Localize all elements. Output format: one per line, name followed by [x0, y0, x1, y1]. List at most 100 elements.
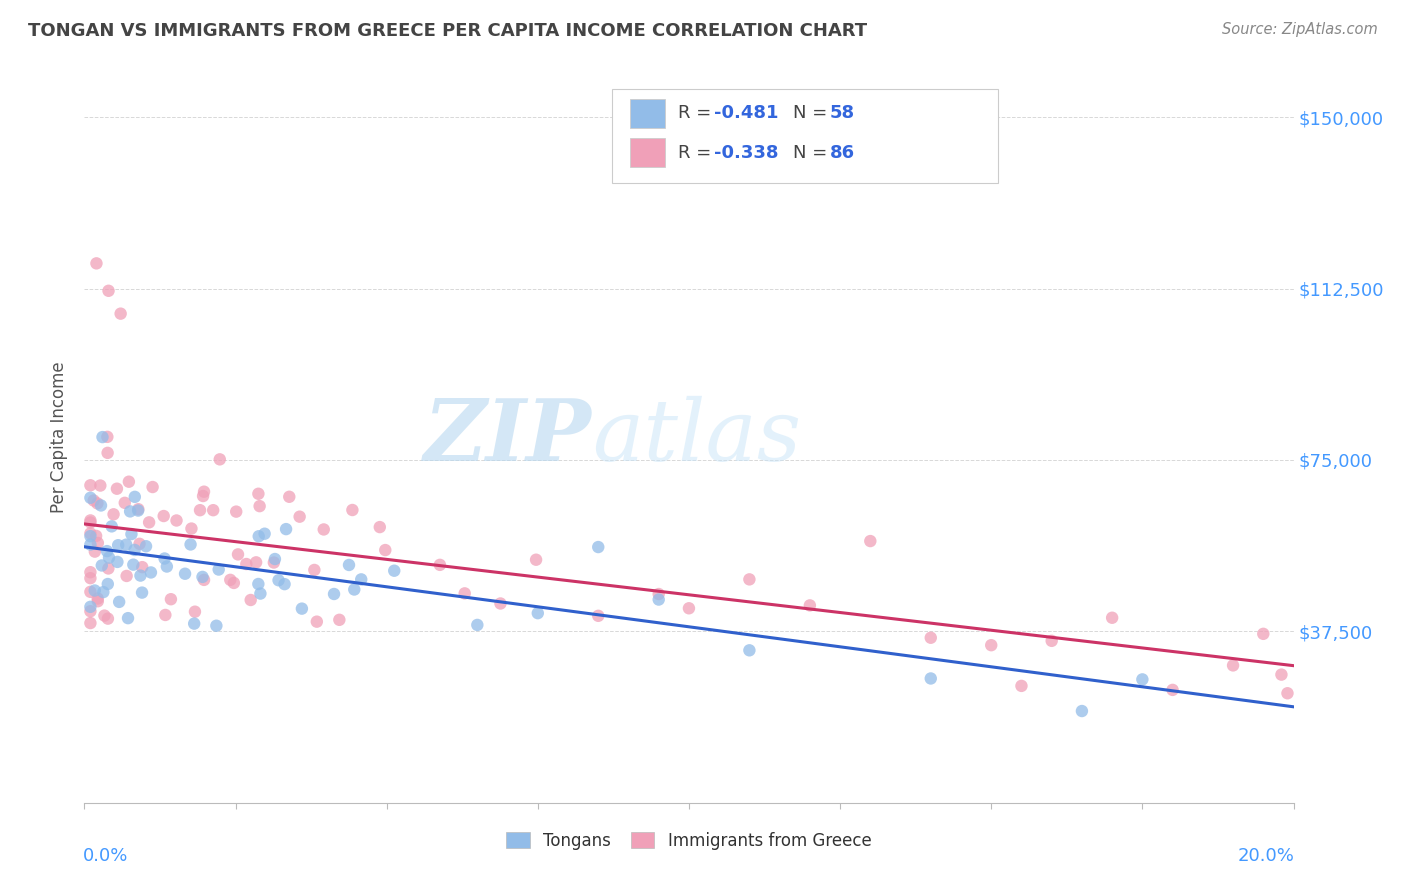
- Point: [1161, 682, 1184, 697]
- Point: [239, 593, 262, 607]
- Point: [374, 543, 396, 558]
- Point: [342, 503, 364, 517]
- Text: N =: N =: [793, 104, 832, 122]
- Point: [131, 560, 153, 574]
- Point: [87, 594, 110, 608]
- Point: [83, 493, 105, 508]
- Point: [1071, 704, 1094, 718]
- Point: [160, 592, 183, 607]
- Text: 58: 58: [830, 104, 855, 122]
- Point: [129, 568, 152, 582]
- Text: TONGAN VS IMMIGRANTS FROM GREECE PER CAPITA INCOME CORRELATION CHART: TONGAN VS IMMIGRANTS FROM GREECE PER CAP…: [28, 22, 868, 40]
- Point: [305, 615, 328, 629]
- Point: [467, 618, 489, 632]
- Point: [97, 612, 120, 626]
- Point: [79, 615, 101, 630]
- Point: [108, 595, 131, 609]
- Point: [180, 537, 202, 551]
- Point: [588, 608, 610, 623]
- Point: [183, 616, 205, 631]
- Point: [105, 482, 128, 496]
- Point: [114, 496, 136, 510]
- Point: [1040, 633, 1063, 648]
- Point: [193, 573, 215, 587]
- Point: [278, 490, 301, 504]
- Point: [304, 563, 326, 577]
- Point: [98, 550, 121, 565]
- Point: [328, 613, 350, 627]
- Point: [124, 490, 146, 504]
- Point: [225, 505, 247, 519]
- Point: [135, 539, 157, 553]
- Point: [274, 522, 297, 536]
- Point: [155, 607, 177, 622]
- Point: [97, 577, 120, 591]
- Point: [91, 430, 114, 444]
- Point: [368, 520, 391, 534]
- Point: [1101, 611, 1123, 625]
- Point: [191, 489, 214, 503]
- Point: [118, 475, 141, 489]
- Text: atlas: atlas: [592, 396, 801, 478]
- Point: [131, 585, 153, 599]
- Point: [1270, 667, 1292, 681]
- Point: [249, 586, 271, 600]
- Point: [97, 561, 120, 575]
- Point: [920, 672, 942, 686]
- Point: [100, 519, 122, 533]
- Point: [235, 557, 257, 571]
- Point: [202, 503, 225, 517]
- Point: [920, 631, 942, 645]
- Point: [103, 508, 125, 522]
- Point: [588, 540, 610, 554]
- Point: [253, 526, 276, 541]
- Point: [738, 573, 761, 587]
- Point: [180, 522, 202, 536]
- Point: [86, 256, 108, 270]
- Y-axis label: Per Capita Income: Per Capita Income: [51, 361, 69, 513]
- Point: [84, 529, 107, 543]
- Text: 20.0%: 20.0%: [1237, 847, 1295, 864]
- Point: [120, 527, 142, 541]
- Point: [205, 618, 228, 632]
- Point: [247, 487, 270, 501]
- Point: [337, 558, 360, 572]
- Point: [1222, 658, 1244, 673]
- Point: [124, 543, 146, 558]
- Point: [288, 509, 311, 524]
- Point: [799, 599, 821, 613]
- Point: [648, 587, 671, 601]
- Point: [312, 523, 335, 537]
- Point: [97, 284, 120, 298]
- Point: [122, 558, 145, 572]
- Point: [1277, 686, 1299, 700]
- Point: [343, 582, 366, 597]
- Point: [139, 566, 162, 580]
- Point: [263, 556, 285, 570]
- Point: [120, 504, 142, 518]
- Point: [350, 573, 373, 587]
- Point: [153, 551, 176, 566]
- Point: [79, 538, 101, 552]
- Text: 86: 86: [830, 144, 855, 161]
- Point: [79, 478, 101, 492]
- Point: [489, 597, 512, 611]
- Point: [86, 496, 108, 510]
- Point: [648, 592, 671, 607]
- Point: [138, 516, 160, 530]
- Point: [127, 502, 149, 516]
- Point: [524, 552, 547, 566]
- Point: [980, 638, 1002, 652]
- Point: [79, 571, 101, 585]
- Text: -0.481: -0.481: [714, 104, 779, 122]
- Text: N =: N =: [793, 144, 832, 161]
- Point: [83, 583, 105, 598]
- Point: [79, 526, 101, 541]
- Point: [89, 478, 111, 492]
- Text: R =: R =: [678, 104, 717, 122]
- Point: [429, 558, 451, 572]
- Point: [191, 570, 214, 584]
- Point: [267, 574, 290, 588]
- Text: Source: ZipAtlas.com: Source: ZipAtlas.com: [1222, 22, 1378, 37]
- Point: [174, 566, 197, 581]
